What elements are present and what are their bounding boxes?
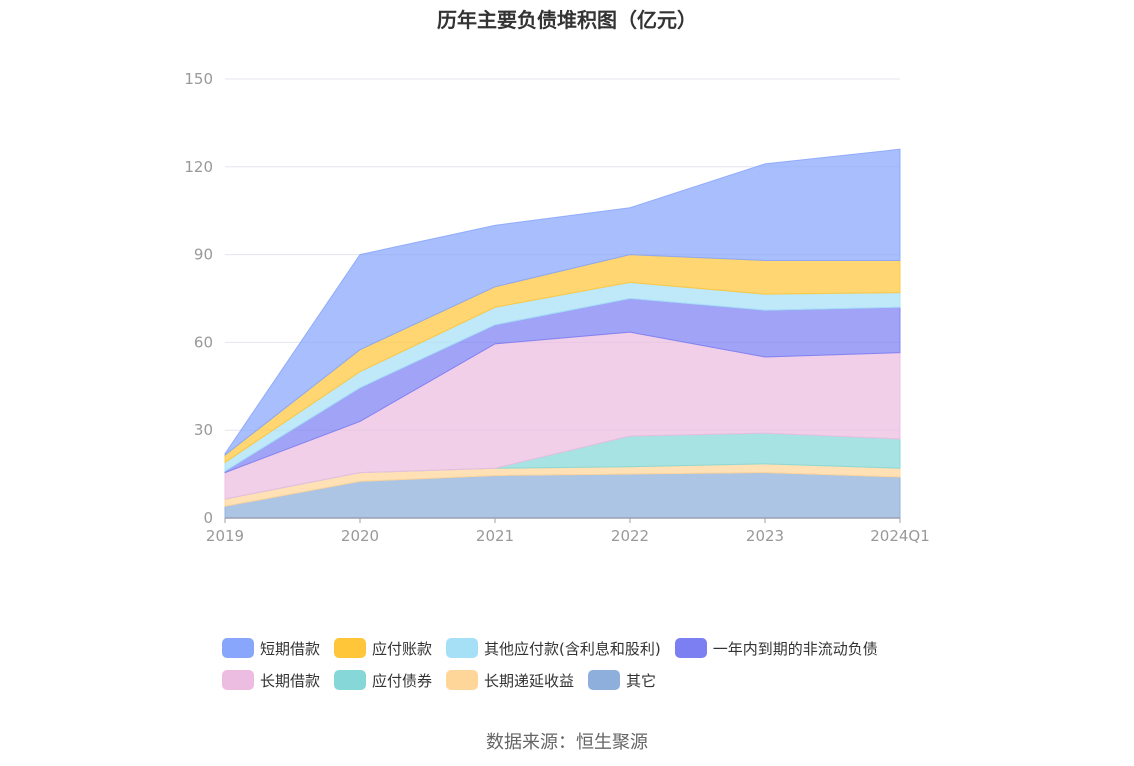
legend-swatch [588, 670, 621, 690]
legend-swatch [222, 670, 254, 690]
legend-item[interactable]: 短期借款 [222, 638, 320, 659]
y-tick-label: 30 [194, 421, 213, 439]
x-tick-label: 2024Q1 [870, 527, 930, 545]
legend-label: 其他应付款(含利息和股利) [484, 639, 661, 658]
x-tick-label: 2023 [746, 527, 784, 545]
legend-label: 其它 [626, 671, 657, 690]
legend-item[interactable]: 长期借款 [222, 670, 320, 691]
legend-label: 一年内到期的非流动负债 [712, 639, 878, 658]
legend-swatch [446, 638, 479, 658]
legend-swatch [334, 638, 367, 658]
legend-swatch [222, 638, 254, 658]
legend-row: 长期借款 应付债券 长期递延收益 其它 [222, 664, 982, 696]
y-tick-label: 150 [184, 70, 213, 88]
x-tick-label: 2022 [611, 527, 649, 545]
x-tick-label: 2019 [206, 527, 244, 545]
legend-swatch [334, 670, 367, 690]
area-短期借款 [224, 148, 901, 457]
y-tick-label: 60 [194, 333, 213, 351]
legend-item[interactable]: 长期递延收益 [446, 670, 574, 691]
legend-label: 长期借款 [260, 671, 321, 690]
legend-label: 应付账款 [372, 639, 433, 658]
legend-label: 短期借款 [260, 639, 321, 658]
stacked-area-chart: 0 30 60 90 120 150 2019 2020 2021 2022 2023 2024Q1 [184, 70, 929, 545]
legend-item[interactable]: 应付债券 [334, 670, 432, 691]
legend-item[interactable]: 一年内到期的非流动负债 [674, 638, 878, 659]
axes: 0 30 60 90 120 150 2019 2020 2021 2022 2023 2024Q1 [184, 70, 929, 545]
legend-label: 长期递延收益 [484, 671, 575, 690]
legend-item[interactable]: 其他应付款(含利息和股利) [446, 638, 661, 659]
y-tick-label: 90 [194, 246, 213, 264]
legend: 短期借款 应付账款 其他应付款(含利息和股利) 一年内到期的非流动负债 长期借款 应付债… [222, 632, 982, 696]
x-tick-label: 2021 [476, 527, 514, 545]
chart-title: 历年主要负债堆积图（亿元） [437, 8, 697, 32]
source-note: 数据来源：恒生聚源 [486, 732, 648, 753]
area-series [224, 148, 901, 519]
legend-label: 应付债券 [372, 671, 433, 690]
legend-swatch [446, 670, 479, 690]
x-tick-label: 2020 [341, 527, 379, 545]
y-tick-label: 0 [203, 509, 213, 527]
y-tick-label: 120 [184, 158, 213, 176]
legend-item[interactable]: 其它 [588, 670, 656, 691]
legend-row: 短期借款 应付账款 其他应付款(含利息和股利) 一年内到期的非流动负债 [222, 632, 982, 664]
legend-item[interactable]: 应付账款 [334, 638, 432, 659]
legend-swatch [674, 638, 707, 658]
